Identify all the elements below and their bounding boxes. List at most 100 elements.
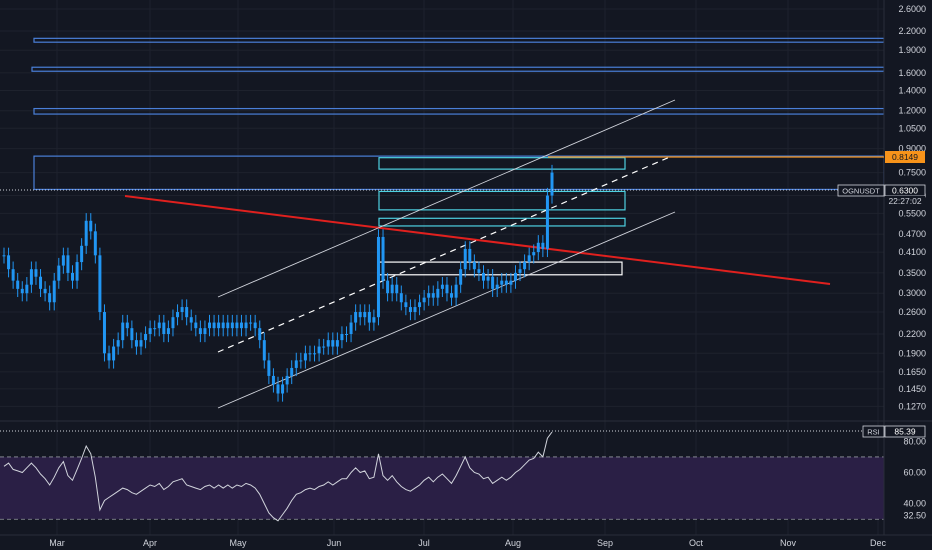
time-tick-label: Jun [327,538,342,548]
symbol-tag [837,184,885,197]
candle-body [57,265,61,281]
time-tick-label: Jul [418,538,430,548]
candle-body [43,288,47,294]
candle-body [203,328,207,335]
rsi-tick-label: 32.50 [903,510,926,520]
candle-body [253,322,257,329]
candle-body [39,276,43,289]
candle-body [144,334,148,341]
price-tick-label: 1.2000 [898,106,926,116]
price-tick-label: 0.2200 [898,329,926,339]
candle-body [363,312,367,318]
candle-body [491,276,495,289]
candle-body [271,375,275,385]
candle-body [89,220,93,232]
candle-body [249,322,253,324]
candle-body [354,312,358,323]
price-tick-label: 0.4100 [898,247,926,257]
candle-body [445,284,449,294]
candle-body [308,353,312,355]
symbol-label: OGNUSDT [842,187,880,196]
candle-body [189,317,193,323]
candle-body [25,284,29,294]
candle-body [244,322,248,329]
candle-body [198,328,202,335]
candle-body [408,307,412,313]
price-tick-label: 0.4700 [898,229,926,239]
rsi-tick-label: 80.00 [903,436,926,446]
price-tick-label: 2.2000 [898,26,926,36]
candle-body [2,255,6,257]
candle-body [153,328,157,330]
time-tick-label: Oct [689,538,704,548]
rsi-band [0,456,884,520]
zone-cyan [378,217,626,227]
candle-body [335,340,339,347]
candle-body [93,231,97,256]
candle-body [130,328,134,341]
countdown-label: 22:27:02 [888,196,921,206]
candle-body [463,248,467,270]
countdown-tag [885,196,925,206]
candle-body [536,242,540,253]
candle-body [299,360,303,362]
candle-body [331,340,335,347]
candle-body [139,340,143,347]
price-tick-label: 0.2600 [898,307,926,317]
candle-body [404,302,408,308]
candle-body [125,322,129,329]
candle-body [98,255,102,313]
candle-body [34,269,38,277]
candle-body [75,262,79,281]
candle-body [532,252,536,256]
candle-body [468,248,472,263]
candle-body [436,288,440,298]
price-tick-label: 0.1450 [898,384,926,394]
candle-body [102,312,106,354]
candle-body [459,269,463,285]
candle-body [239,322,243,329]
price-axis[interactable] [884,0,932,550]
price-tick-label: 2.6000 [898,4,926,14]
rsi-label: RSI [867,428,880,437]
candle-body [541,242,545,249]
candle-body [395,284,399,294]
candle-body [221,322,225,329]
price-tick-label: 0.1650 [898,367,926,377]
time-tick-label: Aug [505,538,521,548]
candle-body [367,312,371,323]
rsi-pane [0,431,884,522]
candle-body [317,346,321,354]
candle-body [112,346,116,361]
time-axis[interactable]: Mar Apr May Jun Jul Aug Sep Oct Nov Dec [49,538,886,548]
candle-body [482,272,485,281]
candle-body [20,288,24,294]
zone-cyan [378,157,626,170]
candle-body [454,284,458,298]
candle-body [345,334,348,336]
current-price-label: 0.6300 [892,186,918,196]
candle-body [450,293,454,298]
candle-body [212,322,216,329]
candle-body [376,236,380,318]
channel-mid [217,155,673,353]
price-tick-label: 1.4000 [898,85,926,95]
candle-body [431,293,435,298]
price-tick-label: 0.1270 [898,401,926,411]
candle-body [276,384,280,394]
candle-body [313,353,317,355]
candle-body [116,340,120,347]
candle-body [166,328,170,335]
time-tick-label: Mar [49,538,65,548]
candle-body [61,255,65,266]
candle-body [157,322,161,329]
candle-body [545,195,549,249]
candle-body [80,245,84,263]
rsi-value-tag [884,425,926,438]
candle-body [176,312,180,318]
candle-body [230,322,234,329]
candle-body [226,322,230,329]
candle-body [500,280,504,285]
